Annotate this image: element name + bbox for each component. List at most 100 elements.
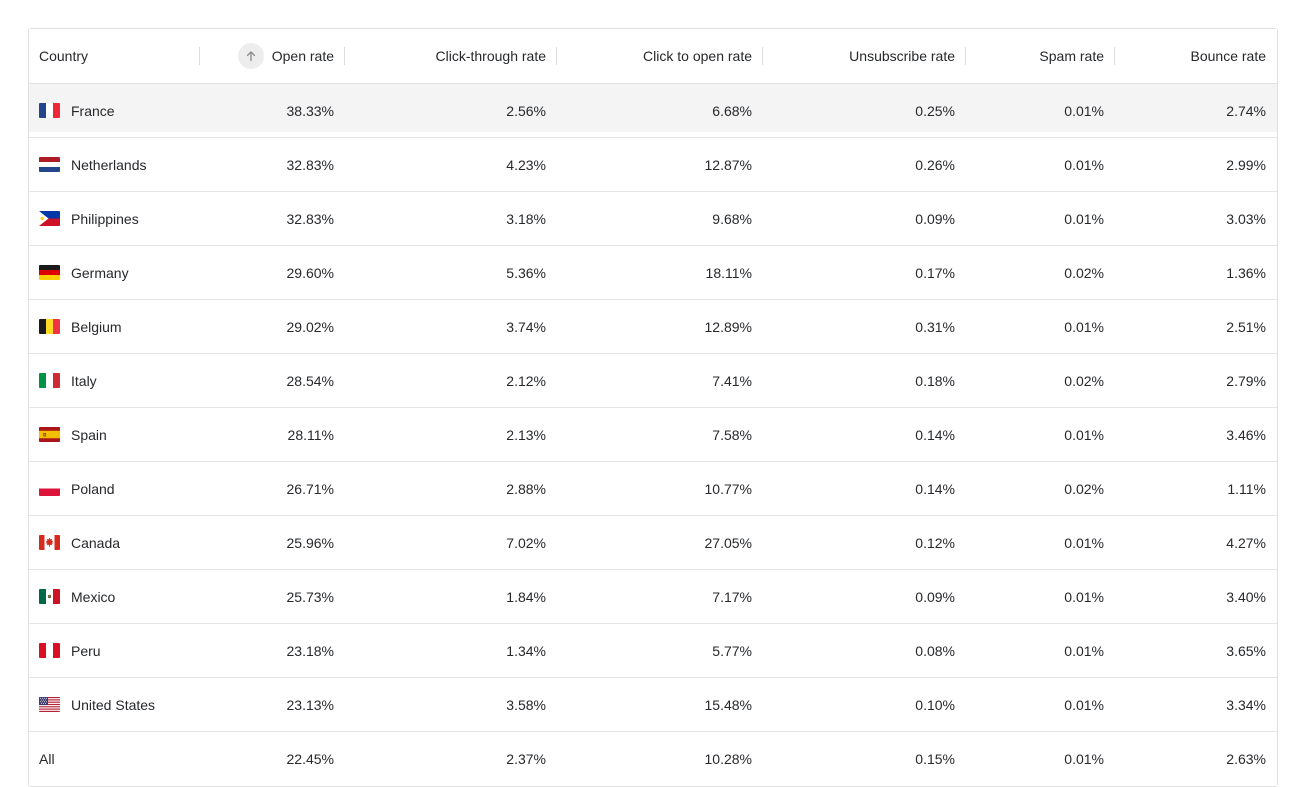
country-name: Philippines xyxy=(71,210,139,227)
column-header-open-rate[interactable]: Open rate xyxy=(200,29,345,83)
click-to-open-rate-value: 15.48% xyxy=(704,696,752,713)
table-row[interactable]: Italy 28.54% 2.12% 7.41% 0.18% 0.02% 2.7… xyxy=(29,354,1277,408)
click-to-open-rate-value: 12.89% xyxy=(704,318,752,335)
column-header-click-to-open-rate[interactable]: Click to open rate xyxy=(557,29,763,83)
table-row[interactable]: Spain 28.11% 2.13% 7.58% 0.14% 0.01% 3.4… xyxy=(29,408,1277,462)
table-row[interactable]: All 22.45% 2.37% 10.28% 0.15% 0.01% 2.63… xyxy=(29,732,1277,786)
unsubscribe-rate-value: 0.18% xyxy=(915,372,955,389)
spain-flag-icon xyxy=(39,427,60,442)
column-divider[interactable] xyxy=(344,47,345,65)
unsubscribe-rate-value: 0.10% xyxy=(915,696,955,713)
column-divider[interactable] xyxy=(1114,47,1115,65)
open-rate-value: 32.83% xyxy=(286,210,334,227)
country-cell: Peru xyxy=(29,624,200,677)
click-through-rate-value: 1.84% xyxy=(506,588,546,605)
bounce-rate-value: 1.36% xyxy=(1226,264,1266,281)
click-through-rate-value: 3.18% xyxy=(506,210,546,227)
bounce-rate-value: 3.46% xyxy=(1226,426,1266,443)
click-to-open-rate-value: 7.41% xyxy=(712,372,752,389)
spam-rate-value: 0.01% xyxy=(1064,534,1104,551)
click-through-rate-value: 1.34% xyxy=(506,642,546,659)
country-cell: Mexico xyxy=(29,570,200,623)
table-row[interactable]: Peru 23.18% 1.34% 5.77% 0.08% 0.01% 3.65… xyxy=(29,624,1277,678)
open-rate-value: 29.02% xyxy=(286,318,334,335)
country-cell: Poland xyxy=(29,462,200,515)
click-to-open-rate-value: 7.58% xyxy=(712,426,752,443)
table-row[interactable]: United States 23.13% 3.58% 15.48% 0.10% … xyxy=(29,678,1277,732)
spam-rate-value: 0.02% xyxy=(1064,372,1104,389)
column-header-label: Open rate xyxy=(271,48,334,64)
unsubscribe-rate-value: 0.17% xyxy=(915,264,955,281)
click-to-open-rate-value: 10.28% xyxy=(704,751,752,767)
country-cell: Canada xyxy=(29,516,200,569)
bounce-rate-value: 4.27% xyxy=(1226,534,1266,551)
table-row[interactable]: Belgium 29.02% 3.74% 12.89% 0.31% 0.01% … xyxy=(29,300,1277,354)
column-header-click-through-rate[interactable]: Click-through rate xyxy=(345,29,557,83)
column-divider[interactable] xyxy=(762,47,763,65)
click-to-open-rate-value: 10.77% xyxy=(704,480,752,497)
country-name: Germany xyxy=(71,264,129,281)
table-header-row: Country Open rate Click-through rate Cli… xyxy=(29,29,1277,84)
table-row[interactable]: Poland 26.71% 2.88% 10.77% 0.14% 0.02% 1… xyxy=(29,462,1277,516)
sort-ascending-arrow-up-icon[interactable] xyxy=(237,43,264,69)
table-row[interactable]: Philippines 32.83% 3.18% 9.68% 0.09% 0.0… xyxy=(29,192,1277,246)
click-through-rate-value: 2.88% xyxy=(506,480,546,497)
spam-rate-value: 0.01% xyxy=(1064,588,1104,605)
click-through-rate-value: 2.56% xyxy=(506,102,546,119)
table-row[interactable]: Netherlands 32.83% 4.23% 12.87% 0.26% 0.… xyxy=(29,138,1277,192)
column-divider[interactable] xyxy=(199,47,200,65)
column-divider[interactable] xyxy=(556,47,557,65)
open-rate-value: 29.60% xyxy=(286,264,334,281)
country-name: Spain xyxy=(71,426,107,443)
click-to-open-rate-value: 5.77% xyxy=(712,642,752,659)
open-rate-value: 25.73% xyxy=(286,588,334,605)
column-header-bounce-rate[interactable]: Bounce rate xyxy=(1115,29,1277,83)
open-rate-value: 23.13% xyxy=(286,696,334,713)
spam-rate-value: 0.02% xyxy=(1064,480,1104,497)
unsubscribe-rate-value: 0.15% xyxy=(915,751,955,767)
spam-rate-value: 0.01% xyxy=(1064,102,1104,119)
table-body: France 38.33% 2.56% 6.68% 0.25% 0.01% 2.… xyxy=(29,84,1277,786)
country-cell: France xyxy=(29,84,200,137)
open-rate-value: 32.83% xyxy=(286,156,334,173)
country-cell: All xyxy=(29,732,200,786)
column-header-unsubscribe-rate[interactable]: Unsubscribe rate xyxy=(763,29,966,83)
column-header-label: Click-through rate xyxy=(435,48,547,64)
country-name: Belgium xyxy=(71,318,122,335)
column-header-label: Click to open rate xyxy=(643,48,752,64)
netherlands-flag-icon xyxy=(39,157,60,172)
bounce-rate-value: 3.03% xyxy=(1226,210,1266,227)
unsubscribe-rate-value: 0.08% xyxy=(915,642,955,659)
country-name: All xyxy=(39,751,55,767)
table-row[interactable]: France 38.33% 2.56% 6.68% 0.25% 0.01% 2.… xyxy=(29,84,1277,138)
bounce-rate-value: 2.63% xyxy=(1226,751,1266,767)
country-email-stats-table: Country Open rate Click-through rate Cli… xyxy=(28,28,1278,787)
unsubscribe-rate-value: 0.26% xyxy=(915,156,955,173)
table-row[interactable]: Mexico 25.73% 1.84% 7.17% 0.09% 0.01% 3.… xyxy=(29,570,1277,624)
unsubscribe-rate-value: 0.09% xyxy=(915,588,955,605)
click-to-open-rate-value: 9.68% xyxy=(712,210,752,227)
click-through-rate-value: 2.13% xyxy=(506,426,546,443)
bounce-rate-value: 1.11% xyxy=(1227,480,1266,497)
country-name: Peru xyxy=(71,642,101,659)
country-name: United States xyxy=(71,696,156,713)
unsubscribe-rate-value: 0.14% xyxy=(915,426,955,443)
country-cell: Germany xyxy=(29,246,200,299)
table-row[interactable]: Germany 29.60% 5.36% 18.11% 0.17% 0.02% … xyxy=(29,246,1277,300)
country-cell: Italy xyxy=(29,354,200,407)
country-name: Netherlands xyxy=(71,156,147,173)
click-through-rate-value: 7.02% xyxy=(506,534,546,551)
open-rate-value: 28.54% xyxy=(286,372,334,389)
spam-rate-value: 0.01% xyxy=(1064,318,1104,335)
open-rate-value: 22.45% xyxy=(286,751,334,767)
bounce-rate-value: 2.74% xyxy=(1226,102,1266,119)
united-states-flag-icon xyxy=(39,697,60,712)
table-row[interactable]: Canada 25.96% 7.02% 27.05% 0.12% 0.01% 4… xyxy=(29,516,1277,570)
click-through-rate-value: 2.12% xyxy=(506,372,546,389)
country-cell: Spain xyxy=(29,408,200,461)
column-header-spam-rate[interactable]: Spam rate xyxy=(966,29,1115,83)
column-header-country[interactable]: Country xyxy=(29,29,200,83)
peru-flag-icon xyxy=(39,643,60,658)
column-divider[interactable] xyxy=(965,47,966,65)
bounce-rate-value: 2.99% xyxy=(1226,156,1266,173)
